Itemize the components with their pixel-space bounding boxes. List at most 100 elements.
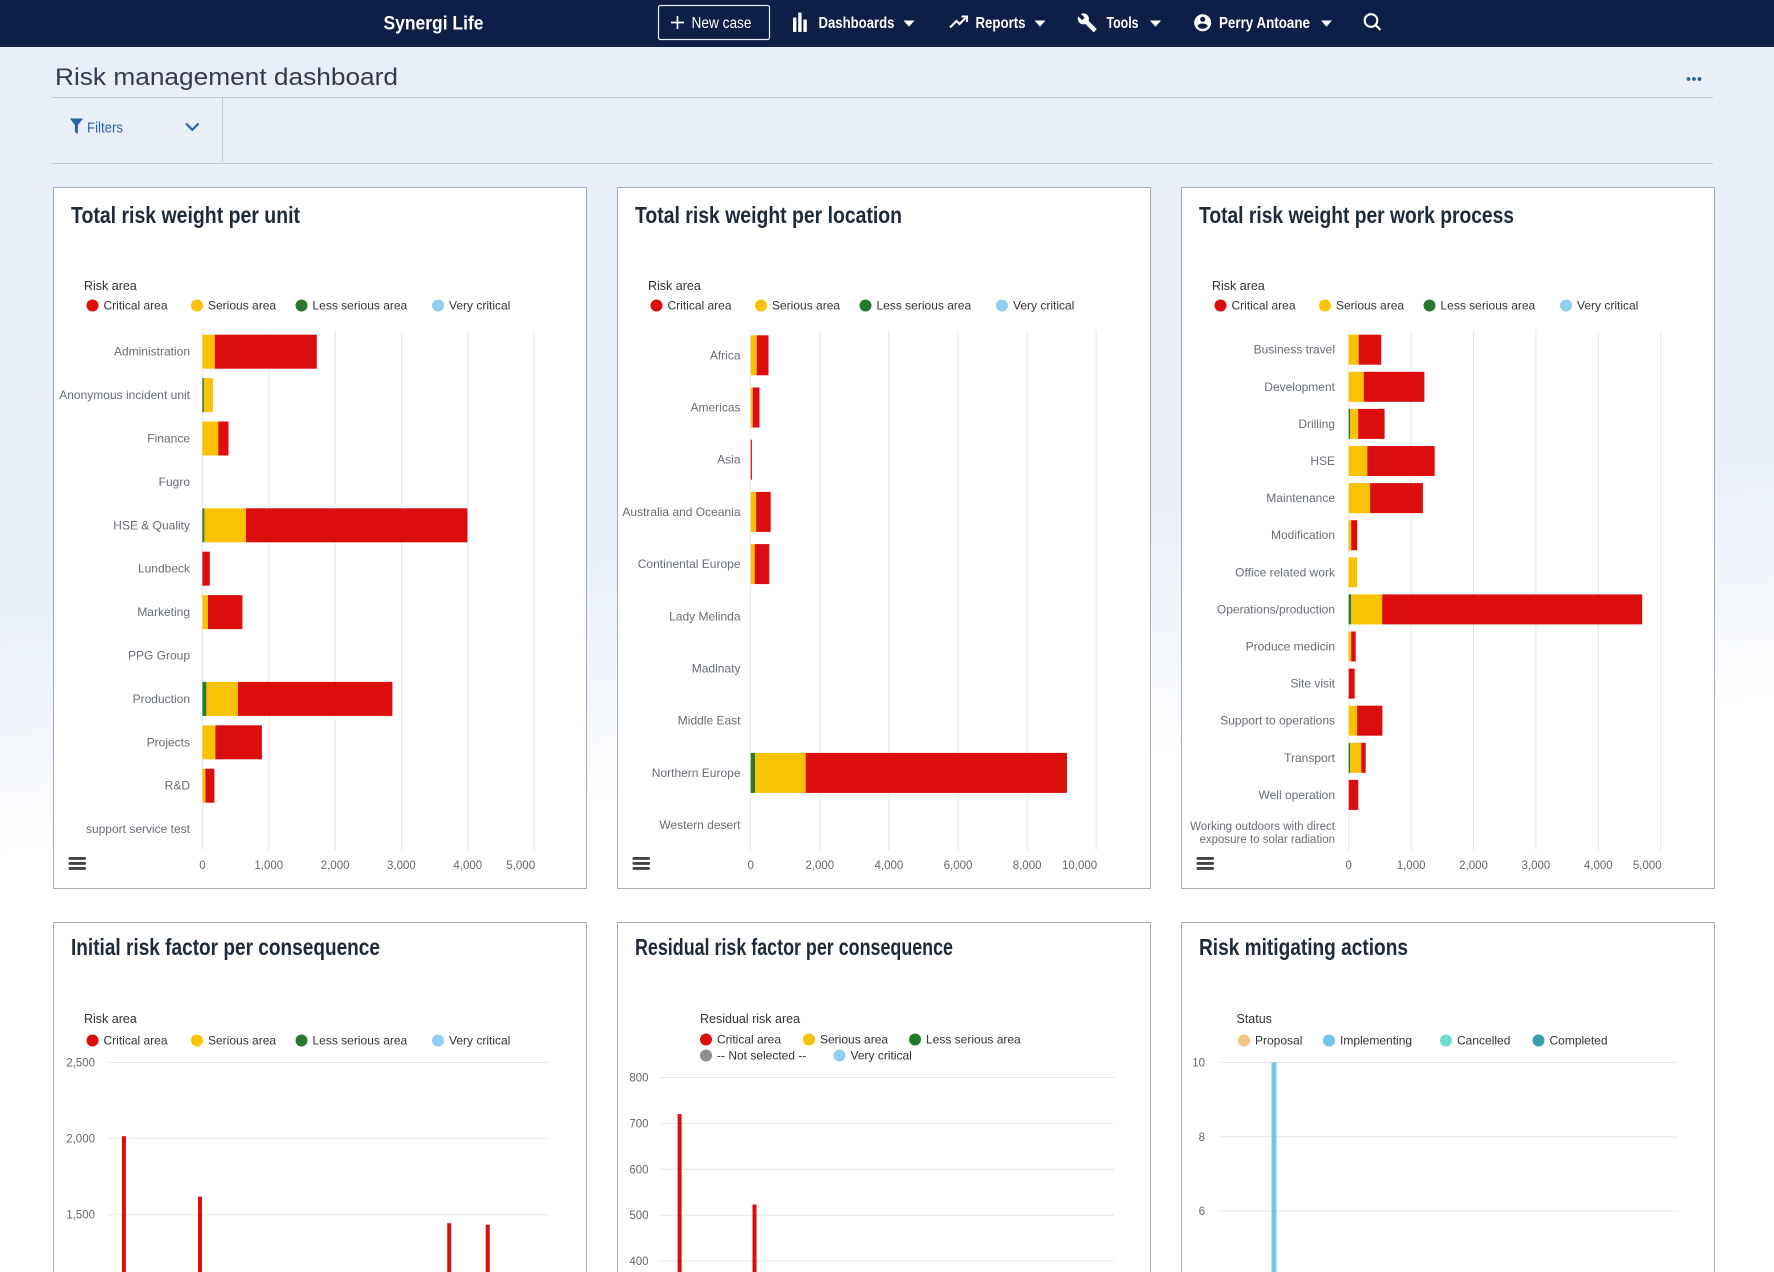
svg-text:Produce medicin: Produce medicin bbox=[1246, 640, 1335, 654]
svg-text:support service test: support service test bbox=[86, 822, 191, 836]
svg-text:Very critical: Very critical bbox=[1577, 299, 1638, 313]
svg-text:Initial risk factor per conseq: Initial risk factor per consequence bbox=[71, 934, 380, 960]
svg-text:Lady Melinda: Lady Melinda bbox=[669, 609, 741, 623]
svg-text:8,000: 8,000 bbox=[1013, 860, 1042, 872]
svg-text:Perry Antoane: Perry Antoane bbox=[1219, 15, 1310, 32]
svg-text:Western desert: Western desert bbox=[659, 818, 741, 832]
svg-text:Status: Status bbox=[1237, 1012, 1272, 1026]
svg-text:R&D: R&D bbox=[165, 779, 191, 793]
svg-text:Fugro: Fugro bbox=[159, 475, 191, 489]
svg-text:Office related work: Office related work bbox=[1235, 565, 1336, 579]
svg-text:HSE: HSE bbox=[1310, 454, 1335, 468]
svg-text:600: 600 bbox=[629, 1164, 648, 1176]
svg-text:Risk area: Risk area bbox=[648, 279, 701, 293]
svg-text:Continental Europe: Continental Europe bbox=[638, 557, 741, 571]
svg-text:Cancelled: Cancelled bbox=[1457, 1034, 1510, 1048]
svg-text:Dashboards: Dashboards bbox=[819, 15, 895, 32]
svg-text:Asia: Asia bbox=[717, 453, 741, 467]
svg-text:4,000: 4,000 bbox=[1584, 860, 1613, 872]
svg-text:Finance: Finance bbox=[147, 432, 190, 446]
svg-text:Less serious area: Less serious area bbox=[1441, 299, 1536, 313]
svg-text:8: 8 bbox=[1199, 1132, 1205, 1144]
svg-text:Business travel: Business travel bbox=[1254, 343, 1335, 357]
svg-text:2,000: 2,000 bbox=[66, 1134, 95, 1146]
svg-text:Very critical: Very critical bbox=[1013, 299, 1074, 313]
svg-text:Administration: Administration bbox=[114, 345, 190, 359]
svg-text:Total risk weight per unit: Total risk weight per unit bbox=[71, 202, 300, 228]
svg-text:2,500: 2,500 bbox=[66, 1058, 95, 1070]
svg-text:Operations/production: Operations/production bbox=[1217, 602, 1335, 616]
svg-text:Critical area: Critical area bbox=[104, 1034, 168, 1048]
svg-text:Less serious area: Less serious area bbox=[313, 299, 408, 313]
svg-text:3,000: 3,000 bbox=[1522, 860, 1551, 872]
svg-text:Serious area: Serious area bbox=[208, 1034, 276, 1048]
svg-text:PPG Group: PPG Group bbox=[128, 649, 190, 663]
svg-text:Very critical: Very critical bbox=[449, 1034, 510, 1048]
svg-text:Transport: Transport bbox=[1284, 751, 1336, 765]
svg-text:Support to operations: Support to operations bbox=[1220, 714, 1335, 728]
svg-text:Implementing: Implementing bbox=[1340, 1034, 1412, 1048]
svg-text:Critical area: Critical area bbox=[1232, 299, 1296, 313]
svg-text:Synergi Life: Synergi Life bbox=[384, 13, 484, 35]
svg-text:Proposal: Proposal bbox=[1255, 1034, 1302, 1048]
svg-text:700: 700 bbox=[629, 1118, 648, 1130]
svg-text:Americas: Americas bbox=[690, 401, 740, 415]
svg-text:Well operation: Well operation bbox=[1259, 788, 1336, 802]
svg-text:exposure to solar radiation: exposure to solar radiation bbox=[1199, 834, 1335, 846]
svg-text:Marketing: Marketing bbox=[137, 605, 190, 619]
svg-text:Filters: Filters bbox=[87, 121, 123, 137]
svg-text:Less serious area: Less serious area bbox=[877, 299, 972, 313]
svg-text:0: 0 bbox=[1345, 860, 1351, 872]
svg-text:Projects: Projects bbox=[147, 735, 190, 749]
svg-text:Drilling: Drilling bbox=[1298, 417, 1335, 431]
svg-text:0: 0 bbox=[199, 860, 205, 872]
svg-text:Lundbeck: Lundbeck bbox=[138, 562, 191, 576]
svg-text:Critical area: Critical area bbox=[717, 1033, 781, 1047]
svg-text:Reports: Reports bbox=[976, 15, 1026, 32]
svg-text:Modification: Modification bbox=[1271, 528, 1335, 542]
svg-text:Serious area: Serious area bbox=[772, 299, 840, 313]
svg-text:New case: New case bbox=[692, 15, 752, 32]
svg-text:3,000: 3,000 bbox=[387, 860, 416, 872]
svg-text:Residual risk area: Residual risk area bbox=[700, 1012, 800, 1026]
svg-text:2,000: 2,000 bbox=[321, 860, 350, 872]
svg-text:500: 500 bbox=[629, 1210, 648, 1222]
svg-text:800: 800 bbox=[629, 1073, 648, 1085]
svg-text:Total risk weight per location: Total risk weight per location bbox=[635, 202, 902, 228]
svg-text:Tools: Tools bbox=[1107, 15, 1139, 32]
svg-text:Residual risk factor per conse: Residual risk factor per consequence bbox=[635, 934, 953, 960]
svg-text:Risk area: Risk area bbox=[1212, 279, 1265, 293]
svg-text:Production: Production bbox=[133, 692, 190, 706]
svg-text:2,000: 2,000 bbox=[1459, 860, 1488, 872]
svg-text:1,000: 1,000 bbox=[1397, 860, 1426, 872]
svg-text:Critical area: Critical area bbox=[104, 299, 168, 313]
svg-text:Critical area: Critical area bbox=[668, 299, 732, 313]
svg-text:Risk management dashboard: Risk management dashboard bbox=[55, 64, 398, 91]
svg-text:4,000: 4,000 bbox=[453, 860, 482, 872]
svg-text:Maintenance: Maintenance bbox=[1266, 491, 1335, 505]
svg-text:6,000: 6,000 bbox=[944, 860, 973, 872]
svg-text:Less serious area: Less serious area bbox=[313, 1034, 408, 1048]
svg-text:Very critical: Very critical bbox=[851, 1049, 912, 1063]
svg-text:Middle East: Middle East bbox=[678, 714, 741, 728]
svg-text:Northern Europe: Northern Europe bbox=[652, 766, 741, 780]
svg-text:Less serious area: Less serious area bbox=[926, 1033, 1021, 1047]
svg-text:Completed: Completed bbox=[1550, 1034, 1608, 1048]
svg-text:4,000: 4,000 bbox=[875, 860, 904, 872]
svg-text:Madinaty: Madinaty bbox=[692, 662, 741, 676]
svg-text:10: 10 bbox=[1192, 1058, 1205, 1070]
svg-text:Total risk weight per work pro: Total risk weight per work process bbox=[1199, 202, 1514, 228]
svg-text:Serious area: Serious area bbox=[208, 299, 276, 313]
svg-text:Africa: Africa bbox=[710, 348, 741, 362]
svg-text:1,000: 1,000 bbox=[254, 860, 283, 872]
svg-text:Risk area: Risk area bbox=[84, 279, 137, 293]
svg-text:6: 6 bbox=[1199, 1206, 1205, 1218]
svg-text:Risk mitigating actions: Risk mitigating actions bbox=[1199, 934, 1408, 960]
svg-text:Serious area: Serious area bbox=[1336, 299, 1404, 313]
svg-text:Site visit: Site visit bbox=[1290, 677, 1335, 691]
svg-text:1,500: 1,500 bbox=[66, 1210, 95, 1222]
svg-text:Very critical: Very critical bbox=[449, 299, 510, 313]
svg-text:10,000: 10,000 bbox=[1062, 860, 1097, 872]
svg-text:Risk area: Risk area bbox=[84, 1012, 137, 1026]
svg-text:Development: Development bbox=[1264, 380, 1335, 394]
